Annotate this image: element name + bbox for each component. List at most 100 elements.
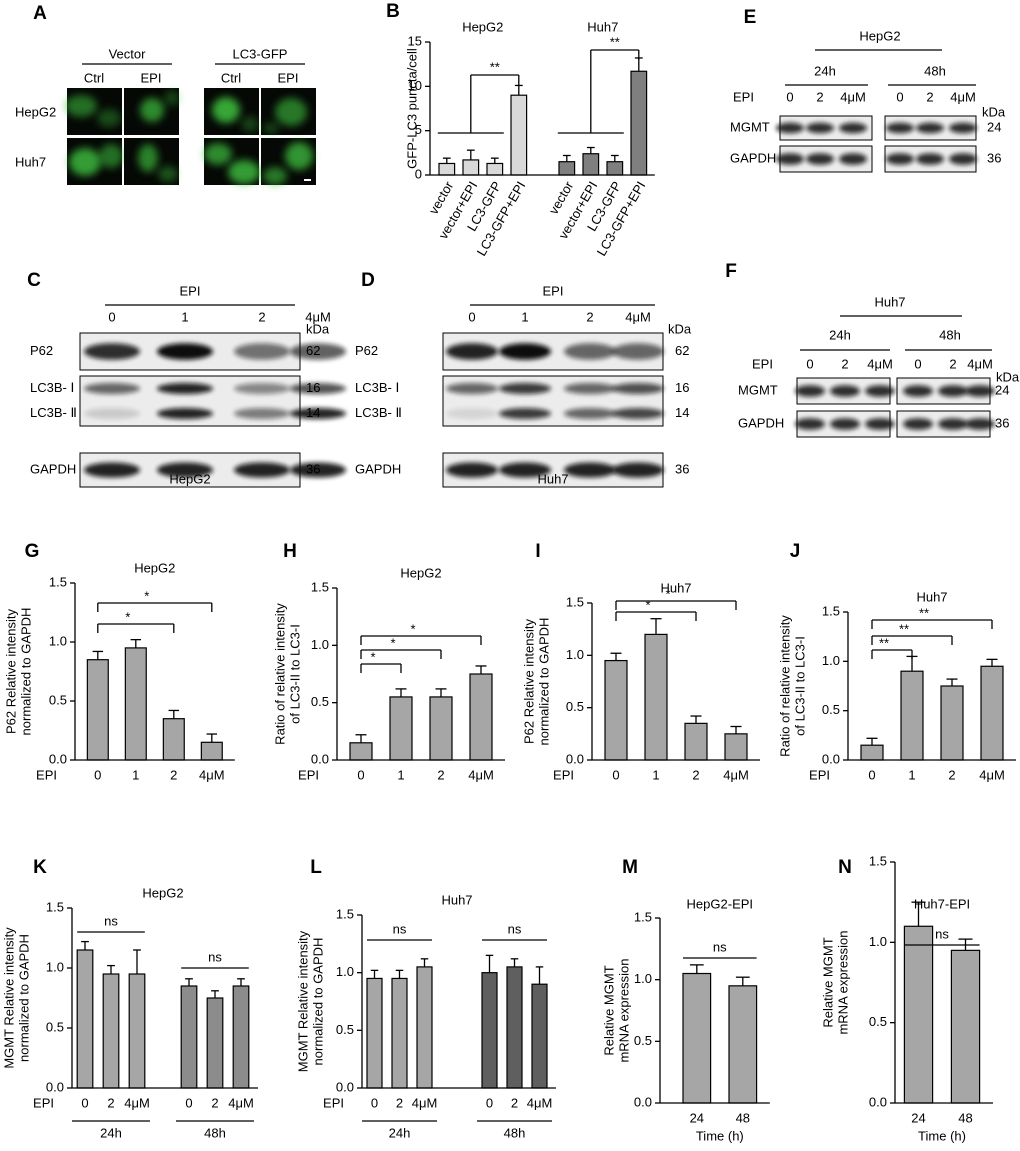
panel-letter: D (361, 270, 375, 291)
chart-title: Huh7-EPI (914, 896, 970, 911)
y-tick-label: 1.5 (46, 899, 64, 914)
bar (86, 659, 109, 761)
y-axis-label: of LC3-II to LC3-I (792, 636, 807, 736)
blot-band (886, 122, 914, 134)
lane-label: 4μM (625, 309, 651, 324)
panel-letter: E (744, 7, 757, 28)
y-tick-label: 10 (408, 78, 422, 93)
cell-line-label: HepG2 (169, 471, 210, 486)
bar (366, 977, 383, 1089)
bar (684, 722, 708, 761)
group-title: HepG2 (462, 19, 503, 34)
x-tick-label: 4μM (527, 1095, 553, 1110)
y-tick-label: 1.0 (46, 959, 64, 974)
row-label: LC3B- Ⅱ (30, 405, 77, 420)
y-axis-label: Ratio of relative intensity (777, 615, 792, 757)
blot-band (446, 462, 498, 478)
treatment-label: EPI (180, 283, 201, 298)
size-label: 62 (306, 343, 320, 358)
chart-title: HepG2 (400, 565, 441, 580)
row-label: GAPDH (355, 461, 401, 476)
panel-letter: C (27, 270, 41, 291)
y-tick-label: 0.0 (869, 1094, 887, 1109)
cell (263, 122, 279, 134)
significance-label: * (390, 635, 395, 650)
lane-label: 0 (896, 89, 903, 104)
x-prefix: EPI (36, 767, 57, 782)
significance-label: * (370, 649, 375, 664)
lane-label: 0 (786, 89, 793, 104)
significance-label: ** (899, 621, 909, 636)
column-label: EPI (278, 70, 299, 85)
panel-letter: G (25, 541, 40, 562)
blot-band (949, 122, 977, 134)
bar (232, 985, 250, 1089)
panel-letter: K (33, 857, 47, 878)
y-tick-label: 0.5 (311, 694, 329, 709)
blot-band (886, 153, 914, 165)
blot-band (806, 153, 834, 165)
unit-label: kDa (668, 321, 692, 336)
treatment-label: EPI (733, 89, 754, 104)
x-tick-label: 0 (81, 1095, 88, 1110)
lane-label: 0 (914, 356, 921, 371)
size-label: 62 (675, 343, 689, 358)
lane-label: 2 (816, 89, 823, 104)
bar (349, 742, 373, 761)
blot-band (965, 418, 995, 430)
significance-label: * (144, 588, 149, 603)
cell (69, 148, 101, 176)
cell (285, 142, 313, 170)
blot-band (612, 407, 664, 420)
x-tick-label: 1 (652, 767, 659, 782)
y-tick-label: 0.5 (49, 692, 67, 707)
row-label: LC3B- Ⅰ (355, 380, 399, 395)
x-tick-label: 2 (511, 1095, 518, 1110)
significance-label: ** (879, 635, 889, 650)
y-axis-label: P62 Relative intensity (521, 618, 536, 744)
blot-band (499, 343, 551, 360)
lane-label: 4μM (840, 89, 866, 104)
blot-band (795, 418, 825, 430)
bar (128, 973, 146, 1089)
cell (158, 166, 178, 182)
chart-title: Huh7 (441, 892, 472, 907)
x-tick-label: 1 (132, 767, 139, 782)
x-tick-label: 4μM (228, 1095, 254, 1110)
lane-label: 1 (521, 309, 528, 324)
bar (940, 685, 964, 761)
y-axis-label: Ratio of relative intensity (272, 603, 287, 745)
y-axis-label: Relative MGMT (601, 965, 616, 1055)
y-tick-label: 0.5 (634, 1033, 652, 1048)
y-tick-label: 0.0 (822, 751, 840, 766)
chart-title: Huh7 (916, 589, 947, 604)
bar (606, 161, 624, 176)
x-tick-label: 4μM (723, 767, 749, 782)
cell (275, 98, 307, 126)
blot-band (157, 407, 213, 420)
bar (644, 633, 668, 761)
significance-label: * (665, 586, 670, 601)
y-tick-label: 1.5 (49, 574, 67, 589)
x-tick-label: 4μM (199, 767, 225, 782)
size-label: 36 (675, 461, 689, 476)
blot-band (916, 153, 944, 165)
bar (604, 659, 628, 761)
blot-band (938, 418, 968, 430)
x-tick-label: 4μM (468, 767, 494, 782)
blot-band (290, 343, 346, 360)
y-tick-label: 1.0 (869, 934, 887, 949)
column-label: EPI (141, 70, 162, 85)
x-tick-label: 2 (107, 1095, 114, 1110)
chart-title: HepG2-EPI (687, 896, 753, 911)
blot-band (290, 407, 346, 420)
size-label: 36 (987, 150, 1001, 165)
panel-letter: M (622, 857, 638, 878)
y-tick-label: 0.5 (46, 1019, 64, 1034)
time-label: 48h (924, 63, 946, 78)
group-label: 48h (204, 1125, 226, 1140)
group-title: Huh7 (587, 19, 618, 34)
blot-band (290, 462, 346, 478)
y-tick-label: 0.5 (336, 1022, 354, 1037)
